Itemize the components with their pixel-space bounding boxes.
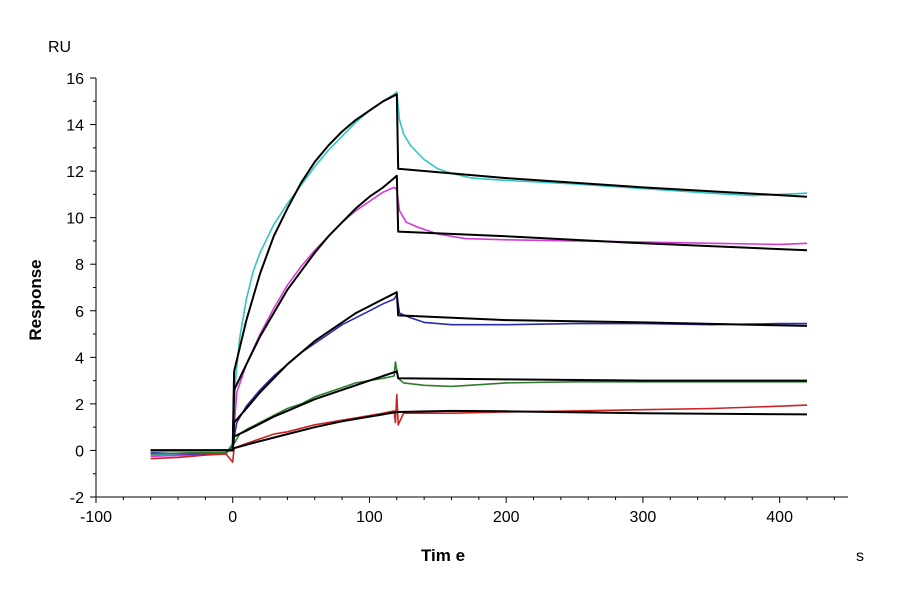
series-layer — [150, 91, 808, 463]
fit-curve — [150, 291, 808, 452]
tick-labels: -2 0 2 4 6 8 10 12 14 16 -100 0 100 200 300 400 — [66, 71, 793, 526]
fit-curve — [150, 409, 808, 452]
y-tick-label: 16 — [66, 71, 84, 88]
y-tick-label: 14 — [66, 118, 84, 135]
y-tick-label: -2 — [70, 490, 84, 507]
x-axis-title: Tim e — [421, 546, 465, 565]
y-tick-label: 8 — [75, 257, 84, 274]
measured-curve — [150, 91, 808, 456]
x-tick-label: 200 — [493, 509, 520, 526]
tick-marks — [90, 77, 835, 503]
y-tick-label: 10 — [66, 211, 84, 228]
x-tick-label: 400 — [766, 509, 793, 526]
y-tick-label: 0 — [75, 443, 84, 460]
y-unit-label: RU — [48, 39, 71, 56]
y-tick-label: 12 — [66, 164, 84, 181]
fit-curve — [150, 370, 807, 452]
x-tick-label: 300 — [630, 509, 657, 526]
y-axis-title: Response — [26, 259, 45, 340]
axes — [95, 78, 848, 498]
x-unit-label: s — [856, 548, 864, 565]
y-tick-label: 4 — [75, 350, 84, 367]
y-tick-label: 6 — [75, 304, 84, 321]
x-tick-label: 0 — [228, 509, 237, 526]
x-tick-label: 100 — [356, 509, 383, 526]
y-tick-label: 2 — [75, 397, 84, 414]
fit-curve — [150, 93, 808, 452]
measured-curve — [150, 186, 808, 458]
x-tick-label: -100 — [80, 509, 112, 526]
fit-curve — [150, 174, 808, 452]
